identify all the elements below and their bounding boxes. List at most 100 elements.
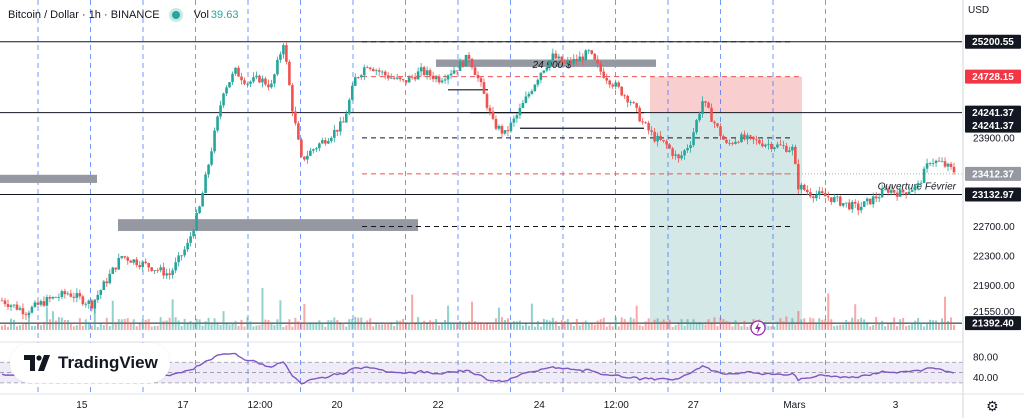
volume-bar — [587, 322, 590, 330]
candle-body — [806, 189, 809, 193]
volume-bar — [662, 319, 665, 330]
candle-body — [692, 132, 695, 146]
volume-bar — [941, 318, 944, 330]
volume-bar — [689, 322, 692, 330]
candle-body — [608, 80, 612, 85]
volume-bar — [686, 319, 689, 330]
candle-body — [315, 148, 318, 150]
tradingview-logo[interactable]: TradingView — [10, 343, 170, 383]
candle-body — [222, 93, 225, 106]
volume-bar — [1, 325, 3, 330]
candle-body — [826, 196, 830, 198]
volume-bar — [776, 321, 779, 330]
price-label-box — [965, 69, 1021, 84]
candle-body — [482, 82, 486, 94]
price-label-text: 24728.15 — [972, 72, 1014, 83]
candle-body — [755, 139, 758, 141]
volume-bar — [503, 320, 506, 330]
volume-bar — [216, 323, 219, 330]
candle-body — [383, 71, 387, 76]
candle-body — [69, 293, 73, 297]
candle-body — [656, 135, 659, 142]
volume-bar — [893, 317, 896, 330]
x-tick-label: 27 — [688, 400, 700, 411]
candle-body — [611, 84, 615, 87]
volume-bar — [327, 320, 330, 330]
volume-bar — [575, 318, 578, 330]
volume-bar — [321, 322, 324, 330]
volume-bar — [485, 323, 488, 330]
candle-body — [470, 58, 474, 68]
candle-body — [638, 107, 641, 122]
candle-body — [635, 103, 638, 108]
candle-body — [446, 75, 450, 80]
volume-bar — [282, 326, 285, 330]
volume-bar — [875, 317, 878, 330]
candle-body — [871, 196, 875, 205]
candle-body — [24, 314, 28, 315]
candle-body — [422, 67, 426, 75]
gear-icon[interactable]: ⚙ — [986, 398, 999, 414]
candle-body — [856, 203, 860, 211]
volume-bar — [480, 322, 482, 330]
volume-bar — [114, 322, 117, 330]
candle-body — [518, 107, 522, 116]
volume-bar — [12, 319, 15, 330]
candle-body — [261, 78, 264, 83]
candle-body — [377, 70, 381, 72]
candle-body — [734, 141, 737, 144]
candle-body — [410, 76, 414, 78]
volume-bar — [99, 323, 102, 330]
volume-bar — [471, 301, 474, 330]
candle-body — [883, 189, 887, 191]
volume-bar — [671, 326, 674, 330]
candle-body — [162, 267, 165, 276]
candle-body — [434, 76, 438, 80]
candle-body — [6, 304, 10, 307]
candle-body — [868, 198, 872, 205]
candle-body — [835, 196, 839, 198]
volume-bar — [354, 316, 357, 330]
volume-bar — [21, 324, 24, 330]
volume-bar — [494, 318, 497, 330]
candle-body — [141, 261, 145, 268]
candle-body — [886, 189, 890, 193]
candle-body — [368, 67, 372, 69]
candle-body — [614, 82, 618, 87]
candle-body — [461, 61, 465, 67]
volume-bar — [623, 319, 626, 330]
candle-body — [297, 123, 300, 140]
candle-body — [258, 75, 261, 83]
candle-body — [937, 160, 941, 162]
volume-bar — [180, 325, 183, 330]
volume-bar — [701, 323, 704, 330]
volume-bar — [84, 319, 87, 330]
candle-body — [452, 70, 456, 74]
candle-body — [114, 267, 118, 270]
candle-body — [327, 141, 330, 144]
candle-body — [96, 294, 100, 300]
volume-bar — [81, 325, 84, 330]
symbol-title[interactable]: Bitcoin / Dollar · 1h · BINANCE — [8, 9, 160, 21]
currency-selector[interactable]: USD — [968, 5, 990, 16]
volume-bar — [135, 326, 138, 330]
candle-body — [815, 194, 818, 199]
price-label-text: 25200.55 — [972, 37, 1014, 48]
volume-bar — [222, 311, 225, 330]
volume-bar — [812, 318, 815, 330]
candle-body — [671, 148, 674, 156]
volume-bar — [773, 326, 776, 330]
candle-body — [596, 59, 600, 64]
candle-body — [620, 86, 624, 96]
volume-bar — [656, 318, 659, 330]
lightning-icon-bolt — [755, 322, 761, 334]
volume-bar — [899, 319, 902, 330]
candle-body — [545, 67, 549, 71]
volume-bar — [884, 326, 887, 330]
volume-bar — [851, 317, 854, 330]
volume-bar — [171, 299, 174, 330]
volume-bar — [524, 323, 527, 330]
candle-body — [500, 125, 504, 134]
candle-body — [120, 256, 124, 258]
